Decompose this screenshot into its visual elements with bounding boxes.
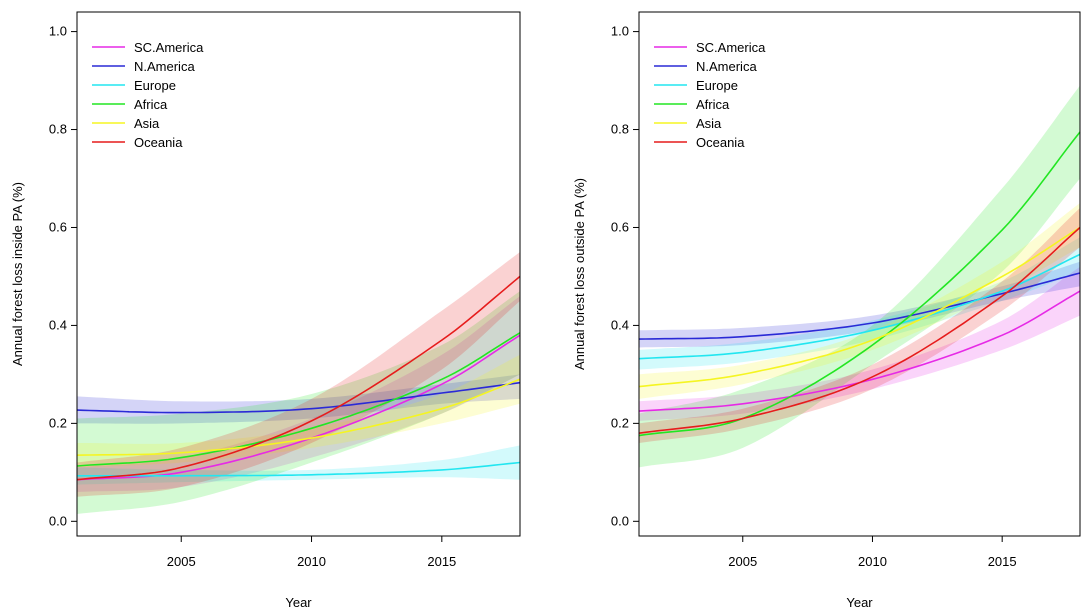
x-tick-label: 2010 [297, 554, 326, 569]
y-tick-label: 0.2 [611, 415, 629, 430]
chart-panel-outside-pa: 0.0 0.2 0.4 0.6 0.8 1.0 2005 2010 2015 Year Annual… [572, 11, 1081, 610]
ci-band-oceania [77, 252, 520, 497]
legend-label: Oceania [134, 135, 183, 150]
legend-label: Africa [134, 97, 168, 112]
x-tick-label: 2005 [167, 554, 196, 569]
x-axis-title: Year [846, 595, 873, 610]
ci-band-asia [639, 203, 1080, 399]
series-line-europe [638, 253, 1081, 360]
y-tick-label: 0.2 [49, 415, 67, 430]
legend: SC.America N.America Europe Africa Asia Ocean… [92, 40, 204, 150]
ci-band-europe [77, 445, 520, 485]
plot-frame [638, 11, 1081, 537]
y-tick-label: 1.0 [49, 24, 67, 39]
legend-label: SC.America [134, 40, 204, 55]
y-tick-label: 0.8 [611, 122, 629, 137]
legend-label: Asia [134, 116, 160, 131]
x-tick-label: 2005 [728, 554, 757, 569]
chart-panel-inside-pa: 0.0 0.2 0.4 0.6 0.8 1.0 2005 2010 2015 Year Annual… [10, 11, 521, 610]
y-tick-label: 0.4 [49, 317, 67, 332]
legend-label: Africa [696, 97, 730, 112]
x-axis-title: Year [285, 595, 312, 610]
series-line-europe [77, 461, 521, 477]
y-tick-label: 1.0 [611, 24, 629, 39]
series-line-n-america [76, 381, 521, 414]
ci-band-n-america [77, 374, 520, 424]
y-tick-label: 0.0 [611, 513, 629, 528]
plot-frame [76, 11, 521, 537]
x-tick-label: 2010 [858, 554, 887, 569]
legend-label: Asia [696, 116, 722, 131]
x-tick-label: 2015 [427, 554, 456, 569]
ci-band-africa [639, 85, 1080, 468]
legend-label: Europe [134, 78, 176, 93]
y-tick-label: 0.6 [611, 219, 629, 234]
y-tick-label: 0.8 [49, 122, 67, 137]
series-line-africa [76, 332, 521, 467]
y-axis-title: Annual forest loss inside PA (%) [10, 182, 25, 366]
ci-band-africa [77, 291, 520, 514]
legend-label: Europe [696, 78, 738, 93]
ci-band-sc-america [639, 266, 1080, 421]
legend-label: Oceania [696, 135, 745, 150]
y-tick-label: 0.6 [49, 219, 67, 234]
series-line-asia [76, 378, 521, 456]
y-tick-label: 0.0 [49, 513, 67, 528]
y-tick-label: 0.4 [611, 317, 629, 332]
ci-band-oceania [639, 207, 1080, 443]
y-axis-title: Annual forest loss outside PA (%) [572, 178, 587, 370]
series-line-oceania [638, 226, 1081, 434]
x-tick-label: 2015 [988, 554, 1017, 569]
legend-label: SC.America [696, 40, 766, 55]
legend-label: N.America [134, 59, 195, 74]
series-line-oceania [76, 275, 521, 481]
legend: SC.America N.America Europe Africa Asia Ocean… [654, 40, 766, 150]
legend-label: N.America [696, 59, 757, 74]
series-line-africa [638, 131, 1081, 437]
series-line-asia [638, 226, 1081, 388]
